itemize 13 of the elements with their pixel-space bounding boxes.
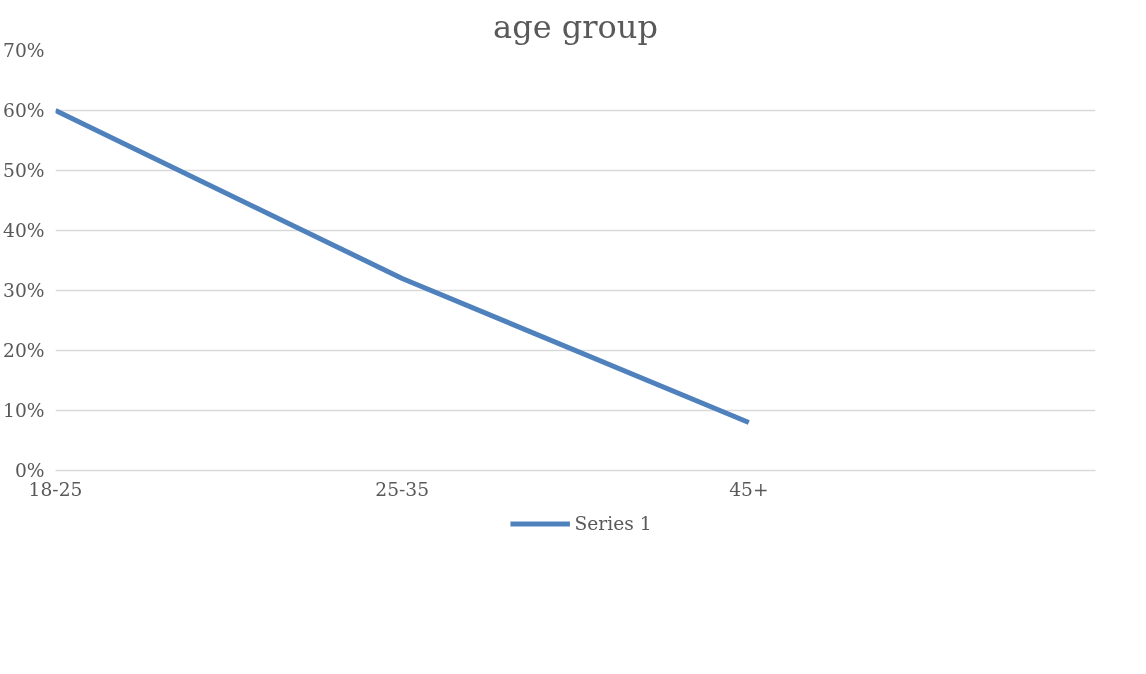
y-tick-label: 0% <box>14 460 45 481</box>
y-tick-label: 50% <box>3 160 45 181</box>
y-tick-label: 10% <box>3 400 45 421</box>
x-tick-label: 18-25 <box>28 478 83 500</box>
x-tick-label: 25-35 <box>375 478 430 500</box>
y-tick-label: 60% <box>3 100 45 121</box>
y-tick-label: 70% <box>3 40 45 61</box>
y-tick-label: 40% <box>3 220 45 241</box>
y-tick-label: 30% <box>3 280 45 301</box>
y-tick-label: 20% <box>3 340 45 361</box>
legend-label: Series 1 <box>574 512 652 534</box>
x-tick-label: 45+ <box>729 478 769 500</box>
chart-title: age group <box>493 7 658 46</box>
